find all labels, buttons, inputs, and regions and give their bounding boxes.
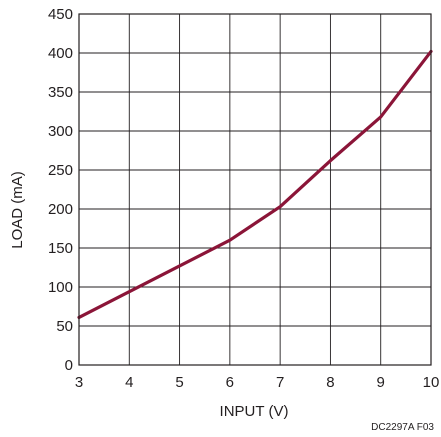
y-tick-label-200: 200 (48, 201, 73, 218)
x-tick-label-3: 3 (75, 374, 83, 391)
x-tick-label-6: 6 (226, 374, 234, 391)
x-tick-label-10: 10 (423, 374, 440, 391)
plot-series (77, 49, 433, 320)
x-tick-label-8: 8 (326, 374, 334, 391)
x-axis-label: INPUT (V) (220, 403, 289, 420)
y-tick-label-300: 300 (48, 123, 73, 140)
y-tick-label-0: 0 (65, 357, 73, 374)
x-tick-label-5: 5 (175, 374, 183, 391)
y-tick-label-350: 350 (48, 84, 73, 101)
grid-lines (79, 14, 431, 365)
y-tick-label-100: 100 (48, 279, 73, 296)
y-axis-label: LOAD (mA) (9, 171, 26, 249)
y-tick-label-250: 250 (48, 162, 73, 179)
series-line-0 (77, 49, 433, 320)
figure-id: DC2297A F03 (371, 422, 434, 433)
plot-frame (78, 13, 432, 366)
y-tick-label-450: 450 (48, 6, 73, 23)
x-tick-label-7: 7 (276, 374, 284, 391)
x-tick-label-4: 4 (125, 374, 133, 391)
x-tick-label-9: 9 (377, 374, 385, 391)
x-tick-labels: 3 4 5 6 7 8 9 10 (75, 374, 440, 391)
y-tick-label-50: 50 (56, 318, 73, 335)
y-tick-label-400: 400 (48, 45, 73, 62)
y-tick-labels: 0 50 100 150 200 250 300 350 400 450 (48, 6, 73, 374)
y-tick-label-150: 150 (48, 240, 73, 257)
